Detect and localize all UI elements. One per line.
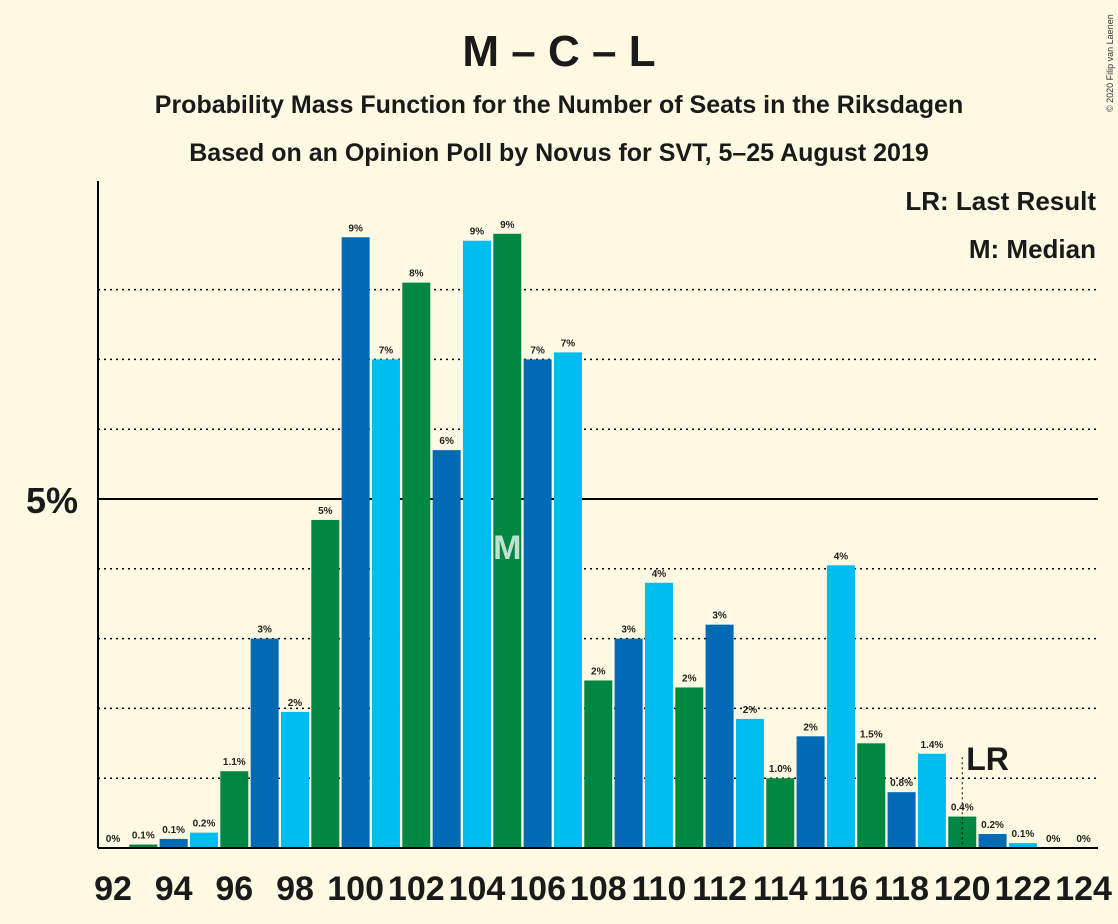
- data-label-seat-103: 6%: [439, 436, 454, 447]
- data-label-seat-97: 3%: [257, 625, 272, 636]
- data-label-seat-124: 0%: [1076, 834, 1091, 845]
- data-label-seat-100: 9%: [348, 223, 363, 234]
- bar-seat-98: [280, 711, 309, 848]
- data-label-seat-98: 2%: [288, 698, 303, 709]
- bar-seat-97: [250, 638, 279, 848]
- bar-seat-122: [1008, 843, 1037, 848]
- data-label-seat-104: 9%: [470, 227, 485, 238]
- x-tick-94: 94: [155, 870, 193, 908]
- x-tick-102: 102: [388, 870, 445, 908]
- bars: [129, 233, 1037, 849]
- x-tick-120: 120: [934, 870, 991, 908]
- data-label-seat-105: 9%: [500, 220, 515, 231]
- x-tick-100: 100: [327, 870, 384, 908]
- bar-seat-104: [462, 240, 491, 849]
- bar-seat-100: [341, 237, 370, 848]
- bar-seat-117: [857, 743, 886, 848]
- bar-seat-109: [614, 638, 643, 848]
- x-axis-ticks: 92 94 96 98 100 102 104 106 108 110 112 114 116 118 12…: [94, 870, 1112, 908]
- data-label-seat-96: 1.1%: [223, 757, 246, 768]
- bar-seat-121: [978, 834, 1007, 848]
- x-tick-108: 108: [570, 870, 627, 908]
- bar-seat-107: [553, 352, 582, 848]
- data-label-seat-121: 0.2%: [981, 820, 1004, 831]
- x-tick-112: 112: [692, 870, 747, 908]
- bar-seat-95: [189, 832, 218, 848]
- data-label-seat-92: 0%: [106, 834, 121, 845]
- bar-seat-116: [826, 565, 855, 848]
- copyright-text: © 2020 Filip van Laenen: [1105, 14, 1115, 112]
- data-label-seat-112: 3%: [712, 611, 727, 622]
- bar-seat-118: [887, 792, 916, 848]
- bar-seat-112: [705, 624, 734, 848]
- markers: M LR: [493, 529, 1009, 848]
- x-tick-122: 122: [995, 870, 1052, 908]
- data-label-seat-110: 4%: [652, 569, 667, 580]
- data-label-seat-118: 0.8%: [890, 778, 913, 789]
- bar-seat-94: [159, 838, 188, 848]
- data-label-seat-115: 2%: [803, 722, 818, 733]
- chart-title: M – C – L: [462, 27, 655, 76]
- bar-seat-115: [796, 736, 825, 848]
- data-label-seat-101: 7%: [379, 345, 394, 356]
- x-tick-110: 110: [632, 870, 687, 908]
- data-label-seat-119: 1.4%: [921, 740, 944, 751]
- bar-seat-101: [371, 359, 400, 848]
- data-label-seat-94: 0.1%: [162, 825, 185, 836]
- data-label-seat-111: 2%: [682, 673, 697, 684]
- legend-median: M: Median: [969, 234, 1096, 264]
- bar-seat-96: [220, 771, 249, 848]
- chart-subtitle-1: Probability Mass Function for the Number…: [155, 91, 963, 119]
- data-label-seat-107: 7%: [561, 338, 576, 349]
- x-tick-116: 116: [813, 870, 868, 908]
- x-tick-96: 96: [215, 870, 253, 908]
- x-tick-104: 104: [449, 870, 506, 908]
- data-label-seat-109: 3%: [621, 625, 636, 636]
- bar-seat-119: [917, 753, 946, 848]
- data-label-seat-116: 4%: [834, 551, 849, 562]
- data-label-seat-113: 2%: [743, 705, 758, 716]
- data-label-seat-106: 7%: [530, 345, 545, 356]
- data-label-seat-99: 5%: [318, 506, 333, 517]
- bar-seat-102: [402, 282, 431, 848]
- data-label-seat-95: 0.2%: [193, 819, 216, 830]
- bar-seat-114: [766, 778, 795, 848]
- bar-labels: 0% 0.1% 0.1% 0.2% 1.1% 3% 2% 5% 9% 7% 8% 6% 9% 9% 7% 7%…: [106, 220, 1091, 845]
- x-tick-114: 114: [753, 870, 808, 908]
- data-label-seat-123: 0%: [1046, 834, 1061, 845]
- bar-seat-105: [493, 233, 522, 848]
- bar-seat-113: [735, 718, 764, 848]
- data-label-seat-93: 0.1%: [132, 831, 155, 842]
- bar-seat-99: [311, 519, 340, 848]
- x-tick-124: 124: [1055, 870, 1112, 908]
- x-tick-106: 106: [509, 870, 566, 908]
- x-tick-98: 98: [276, 870, 314, 908]
- chart-subtitle-2: Based on an Opinion Poll by Novus for SV…: [189, 139, 929, 167]
- data-label-seat-122: 0.1%: [1012, 829, 1035, 840]
- y-tick-label-5pct: 5%: [26, 480, 78, 521]
- bar-seat-93: [129, 844, 158, 848]
- bar-seat-110: [644, 582, 673, 848]
- x-tick-92: 92: [94, 870, 132, 908]
- data-label-seat-108: 2%: [591, 666, 606, 677]
- legend-last-result: LR: Last Result: [905, 186, 1096, 216]
- bar-seat-111: [675, 687, 704, 848]
- data-label-seat-117: 1.5%: [860, 729, 883, 740]
- bar-seat-106: [523, 359, 552, 848]
- data-label-seat-114: 1.0%: [769, 764, 792, 775]
- last-result-marker: LR: [966, 741, 1009, 777]
- bar-seat-108: [584, 680, 613, 848]
- bar-seat-103: [432, 450, 461, 848]
- data-label-seat-102: 8%: [409, 269, 424, 280]
- median-marker: M: [493, 529, 521, 567]
- x-tick-118: 118: [874, 870, 929, 908]
